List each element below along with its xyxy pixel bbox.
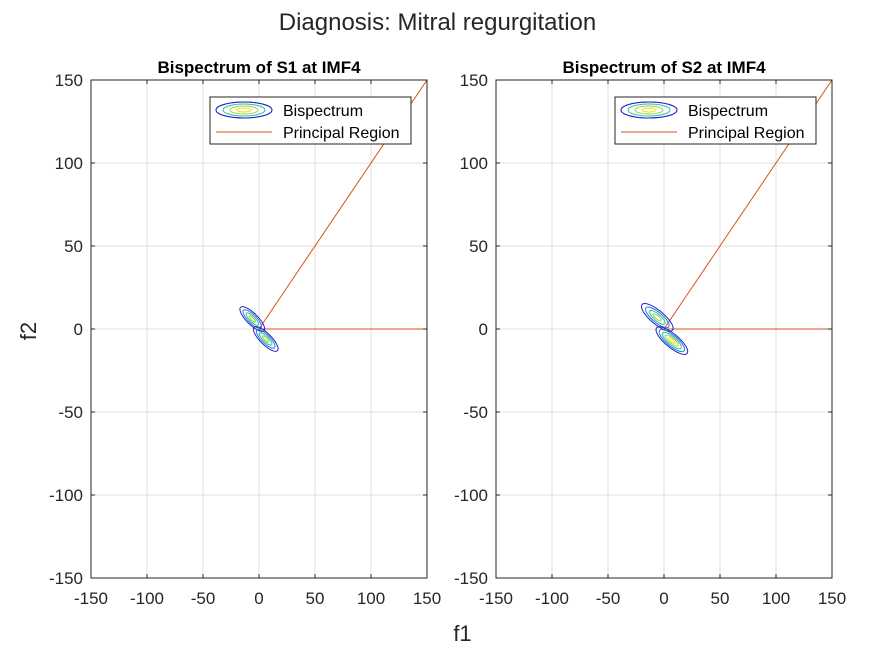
legend-contour-outer (215, 101, 273, 119)
y-tick-label: 0 (74, 320, 83, 339)
contour-level (655, 326, 689, 355)
legend-contour-ring (634, 105, 664, 115)
y-tick-label: 50 (469, 237, 488, 256)
y-tick-label: -50 (463, 403, 488, 422)
x-tick-label: -100 (535, 589, 569, 608)
legend-contour-icon (620, 101, 678, 119)
y-tick-label: -150 (454, 569, 488, 588)
legend-contour-icon (215, 101, 273, 119)
y-tick-label: 0 (479, 320, 488, 339)
legend-contour-ring (236, 107, 252, 113)
subplot-title: Bispectrum of S2 at IMF4 (562, 58, 766, 77)
subplot-title: Bispectrum of S1 at IMF4 (157, 58, 361, 77)
x-tick-label: 150 (818, 589, 846, 608)
legend-contour-ring (229, 105, 259, 115)
bispectrum-contour (640, 303, 674, 332)
y-tick-label: -100 (49, 486, 83, 505)
x-axis-label: f1 (453, 621, 472, 646)
legend: Bispectrum Principal Region (209, 96, 412, 145)
contour-level (248, 315, 256, 323)
x-tick-label: 50 (711, 589, 730, 608)
legend-contour-outer (620, 101, 678, 119)
x-tick-label: 100 (762, 589, 790, 608)
legend-label-principal: Principal Region (688, 125, 805, 142)
contour-level (262, 335, 270, 343)
y-tick-label: -100 (454, 486, 488, 505)
bispectrum-contour (252, 326, 279, 352)
plot-content (239, 80, 427, 352)
legend-label-bispectrum: Bispectrum (283, 103, 363, 120)
contour-level (640, 303, 674, 332)
x-tick-label: -150 (74, 589, 108, 608)
contour-level (658, 329, 686, 353)
x-tick-label: 0 (254, 589, 263, 608)
x-tick-label: -50 (596, 589, 621, 608)
contour-level (644, 306, 670, 329)
contour-level (648, 309, 666, 325)
legend-contour-ring (641, 107, 657, 113)
y-tick-label: 50 (64, 237, 83, 256)
x-tick-label: 150 (413, 589, 441, 608)
figure-title: Diagnosis: Mitral regurgitation (278, 9, 597, 36)
x-tick-label: -100 (130, 589, 164, 608)
contour-level (668, 337, 676, 344)
y-tick-label: 150 (460, 71, 488, 90)
legend-box (614, 96, 817, 145)
contour-level (239, 306, 266, 332)
contour-level (252, 326, 279, 352)
contour-level (259, 332, 273, 346)
contour-level (245, 312, 259, 326)
y-tick-label: -150 (49, 569, 83, 588)
y-tick-label: 100 (460, 154, 488, 173)
legend-box (209, 96, 412, 145)
contour-level (652, 313, 662, 322)
legend-label-bispectrum: Bispectrum (688, 103, 768, 120)
legend-contour-ring (222, 103, 266, 117)
contour-level (255, 329, 276, 349)
y-tick-label: 150 (55, 71, 83, 90)
legend: Bispectrum Principal Region (614, 96, 817, 145)
x-tick-label: 50 (306, 589, 325, 608)
contour-level (661, 331, 682, 350)
bispectrum-contour (655, 326, 689, 355)
legend-contour-ring (627, 103, 671, 117)
y-tick-label: 100 (55, 154, 83, 173)
x-tick-label: 100 (357, 589, 385, 608)
legend-label-principal: Principal Region (283, 125, 400, 142)
x-tick-label: -50 (191, 589, 216, 608)
y-tick-label: -50 (58, 403, 83, 422)
x-tick-label: -150 (479, 589, 513, 608)
contour-level (664, 334, 679, 347)
x-tick-label: 0 (659, 589, 668, 608)
